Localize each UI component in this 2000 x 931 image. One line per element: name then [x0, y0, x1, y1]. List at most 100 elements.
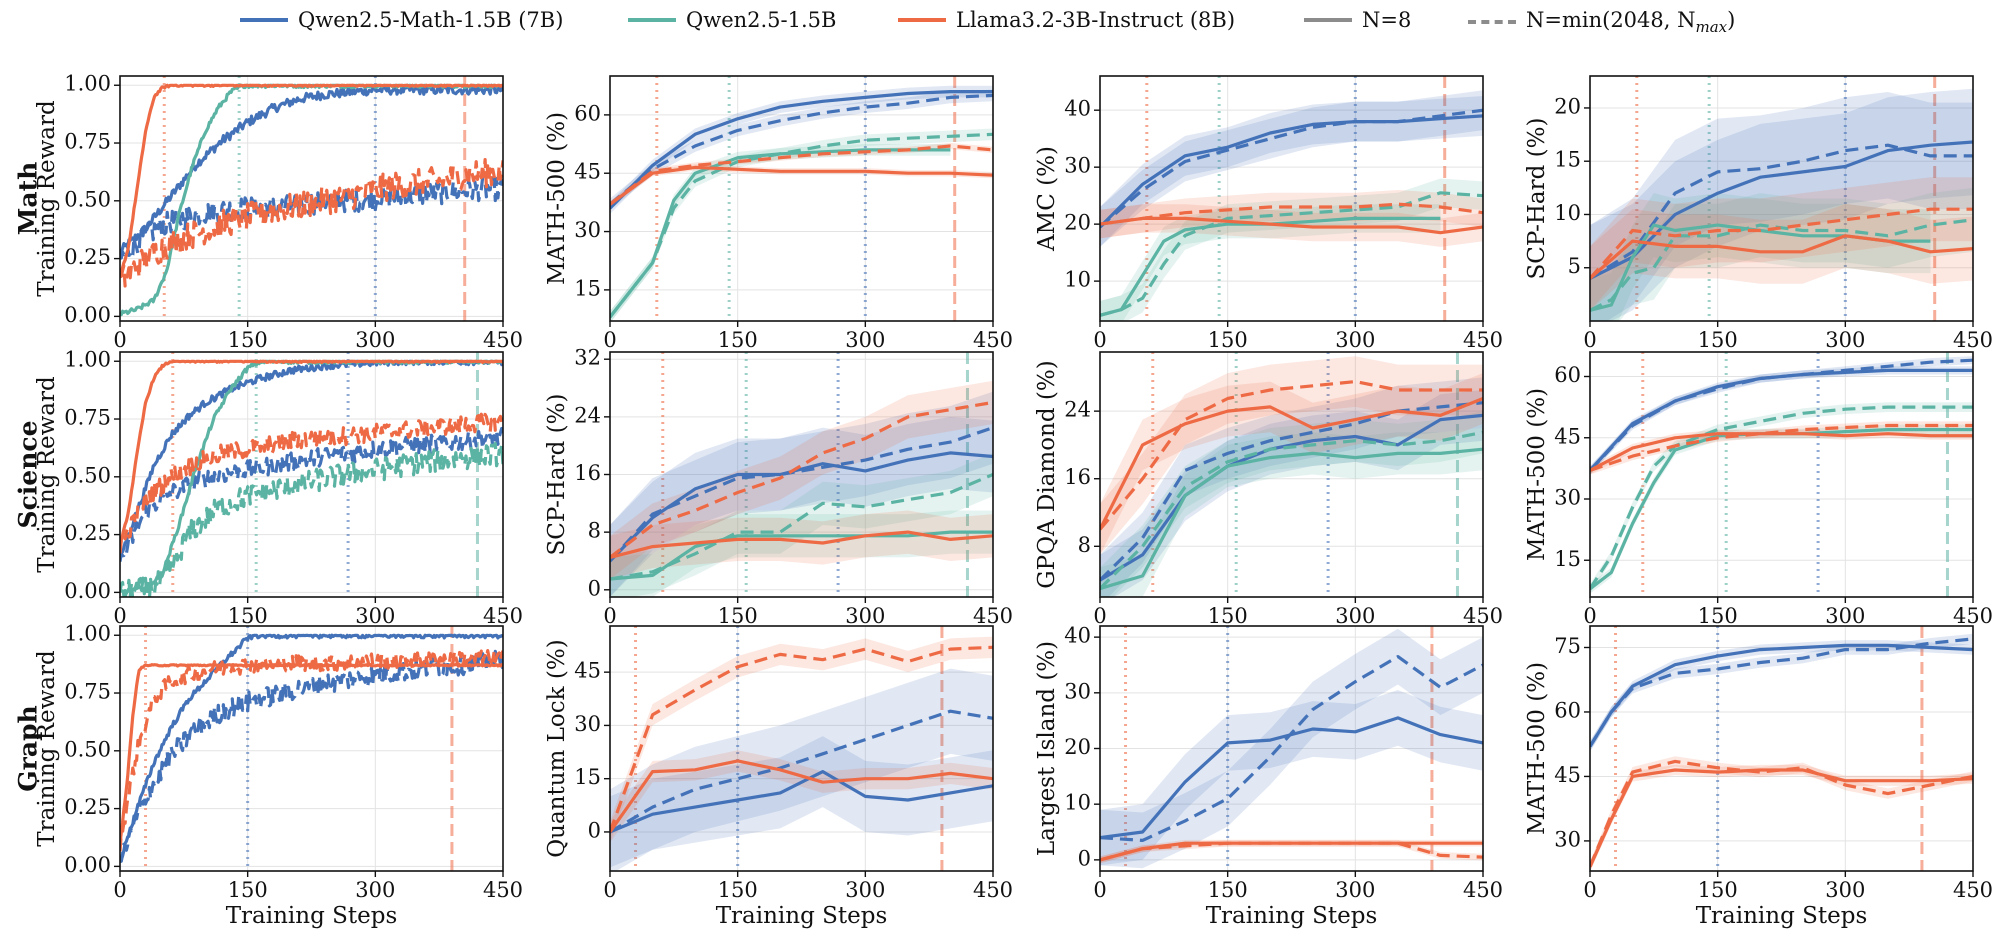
- y-tick-label: 0.50: [64, 187, 111, 211]
- series-line-qwen-solid: [610, 530, 993, 581]
- series-line-qwen_math-dashed: [1590, 637, 1973, 748]
- legend-item-n8: N=8: [1304, 8, 1411, 32]
- legend-label-nmax-sub: max: [1695, 18, 1728, 37]
- x-tick-label: 0: [1583, 328, 1596, 352]
- confidence-band: [1590, 366, 1973, 475]
- x-tick-label: 0: [603, 878, 616, 902]
- y-axis-label: AMC (%): [1034, 146, 1060, 252]
- legend-swatch-dashed: [1468, 20, 1516, 25]
- x-tick-label: 150: [718, 328, 758, 352]
- row-label-math: Math: [14, 162, 43, 236]
- series-line-llama-dashed: [120, 648, 503, 852]
- series-line-llama-solid: [1100, 216, 1483, 235]
- x-tick-label: 150: [228, 604, 268, 628]
- series-line-qwen_math-dashed: [120, 426, 503, 562]
- x-tick-label: 300: [1335, 878, 1375, 902]
- x-tick-label: 0: [1093, 328, 1106, 352]
- confidence-band: [1100, 428, 1483, 597]
- y-tick-label: 1.00: [64, 72, 111, 96]
- series-line-qwen-dashed: [120, 442, 503, 597]
- series-line-qwen_math-dashed: [120, 649, 503, 863]
- confidence-band: [1590, 91, 1973, 321]
- y-tick-label: 0.00: [64, 303, 111, 327]
- series-line-llama-dashed: [120, 412, 503, 554]
- confidence-band: [610, 510, 993, 579]
- confidence-band: [610, 750, 993, 843]
- confidence-band: [1100, 90, 1483, 247]
- confidence-band: [1590, 640, 1973, 752]
- y-tick-label: 0.75: [64, 130, 111, 154]
- plot-area: [1100, 626, 1483, 871]
- y-tick-label: 20: [1554, 94, 1581, 118]
- plot-frame: [119, 351, 504, 598]
- series-line-qwen_math-dashed: [1100, 654, 1483, 843]
- confidence-band: [1590, 193, 1931, 321]
- plot-frame: [1589, 625, 1974, 872]
- confidence-band: [610, 668, 993, 871]
- y-tick-label: 20: [1064, 211, 1091, 235]
- y-tick-label: 20: [1064, 735, 1091, 759]
- y-axis-label: Largest Island (%): [1034, 641, 1060, 856]
- x-tick-label: 450: [973, 604, 1013, 628]
- y-tick-label: 60: [1554, 363, 1581, 387]
- plot-frame: [1099, 351, 1484, 598]
- y-tick-label: 40: [1064, 624, 1091, 648]
- y-axis-label: MATH-500 (%): [544, 112, 570, 285]
- x-tick-label: 300: [845, 328, 885, 352]
- series-line-llama-dashed: [610, 144, 993, 206]
- y-tick-label: 45: [1554, 763, 1581, 787]
- x-tick-label: 0: [1093, 604, 1106, 628]
- series-line-qwen_math-solid: [1100, 413, 1483, 582]
- x-tick-label: 150: [718, 878, 758, 902]
- x-tick-label: 450: [483, 604, 523, 628]
- x-tick-label: 450: [1953, 328, 1993, 352]
- x-tick-label: 150: [1208, 878, 1248, 902]
- y-tick-label: 24: [1064, 398, 1091, 422]
- series-line-llama-dashed: [1590, 759, 1973, 868]
- confidence-band: [610, 391, 993, 597]
- confidence-band: [1100, 204, 1441, 321]
- legend-item-qwen: Qwen2.5-1.5B: [628, 8, 836, 32]
- y-axis-label: SCP-Hard (%): [1524, 118, 1550, 280]
- x-tick-label: 150: [228, 328, 268, 352]
- x-tick-label: 450: [483, 328, 523, 352]
- confidence-band: [610, 636, 993, 843]
- x-tick-label: 450: [1953, 878, 1993, 902]
- confidence-band: [1590, 356, 1973, 475]
- y-tick-label: 0.25: [64, 521, 111, 545]
- series-line-llama-dashed: [1100, 380, 1483, 531]
- legend-label-n8: N=8: [1362, 8, 1412, 32]
- y-tick-label: 1.00: [64, 348, 111, 372]
- y-tick-label: 0: [1078, 846, 1091, 870]
- series-line-llama-dashed: [1100, 841, 1483, 862]
- x-tick-label: 0: [603, 328, 616, 352]
- series-line-llama-solid: [1100, 397, 1483, 531]
- x-tick-label: 0: [1093, 878, 1106, 902]
- y-tick-label: 30: [1554, 827, 1581, 851]
- plot-area: [1590, 76, 1973, 321]
- legend-swatch-qwen: [628, 18, 676, 22]
- series-line-llama-solid: [610, 165, 993, 206]
- plot-area: [1100, 76, 1483, 321]
- y-tick-label: 40: [1064, 97, 1091, 121]
- plot-area: [1590, 626, 1973, 871]
- y-tick-label: 5: [1568, 254, 1581, 278]
- series-line-qwen-dashed: [1100, 430, 1483, 590]
- confidence-band: [610, 736, 993, 868]
- confidence-band: [1100, 95, 1483, 247]
- x-tick-label: 150: [1698, 878, 1738, 902]
- series-line-llama-solid: [120, 662, 503, 845]
- confidence-band: [1100, 411, 1483, 597]
- x-tick-label: 300: [355, 328, 395, 352]
- confidence-band: [1100, 377, 1483, 597]
- legend-item-llama: Llama3.2-3B-Instruct (8B): [898, 8, 1235, 32]
- y-axis-label: Training Reward: [34, 376, 60, 573]
- panel-0-2: 0 150 300 450 10 20 30 40 AMC (%): [1034, 75, 1503, 352]
- y-axis-label: MATH-500 (%): [1524, 662, 1550, 835]
